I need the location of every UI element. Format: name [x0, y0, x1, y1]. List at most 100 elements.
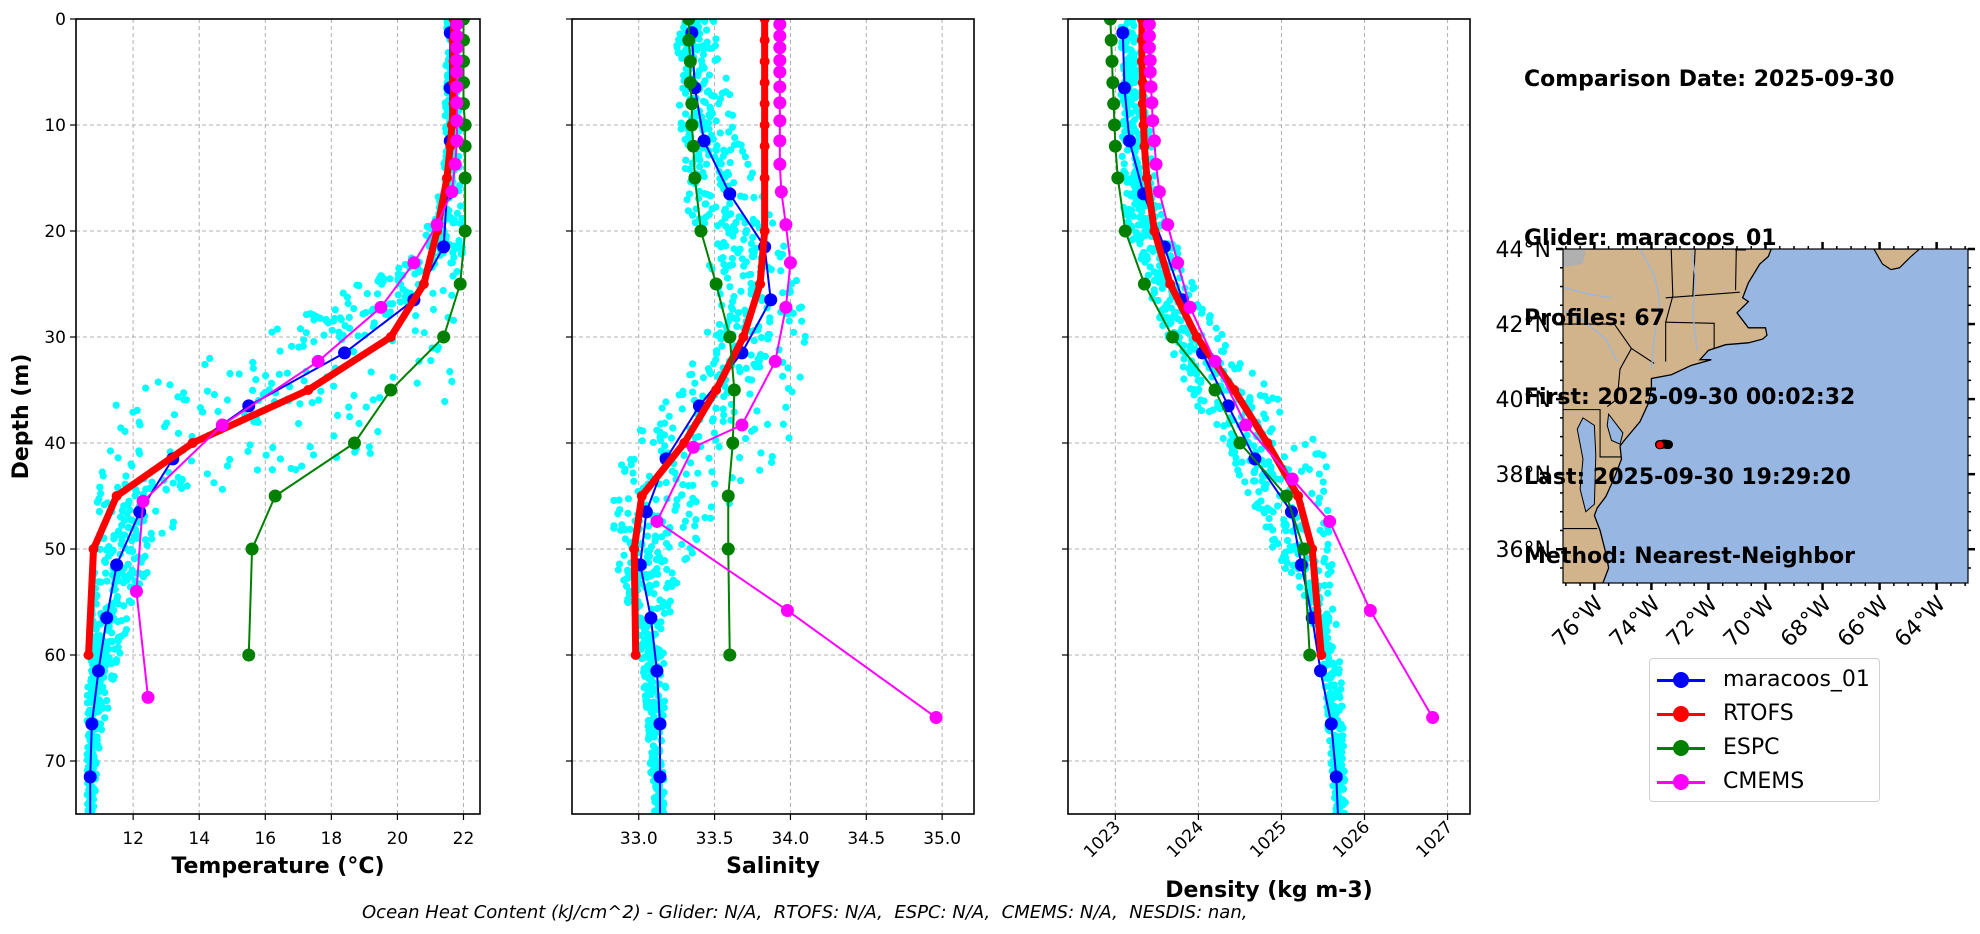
scatter-point	[223, 396, 232, 404]
series-marker	[1142, 29, 1156, 43]
axes-frame	[1067, 18, 1471, 815]
scatter-point	[1232, 454, 1240, 462]
scatter-point	[1131, 200, 1139, 208]
scatter-point	[679, 387, 687, 395]
scatter-point	[128, 566, 136, 574]
scatter-point	[1150, 172, 1158, 180]
scatter-point	[649, 438, 657, 447]
scatter-point	[788, 280, 796, 288]
scatter-point	[1120, 160, 1128, 168]
scatter-point	[367, 368, 375, 376]
x-axis-label: Salinity	[726, 854, 820, 879]
scatter-point	[729, 232, 737, 240]
scatter-point	[1209, 406, 1217, 414]
scatter-point	[736, 477, 745, 485]
series-marker	[723, 187, 737, 201]
scatter-point	[98, 685, 106, 693]
series-cmems	[1142, 19, 1440, 725]
scatter-point	[636, 426, 645, 434]
scatter-point	[679, 84, 687, 92]
scatter-point	[610, 524, 618, 532]
series-marker	[1137, 277, 1151, 291]
land-nova-scotia	[1873, 249, 1921, 271]
scatter-point	[629, 469, 637, 477]
legend-label: RTOFS	[1723, 701, 1794, 726]
series-marker	[1183, 300, 1197, 314]
scatter-point	[252, 375, 260, 384]
scatter-point	[666, 597, 674, 605]
scatter-point	[705, 125, 713, 133]
scatter-point	[322, 316, 330, 325]
scatter-point	[337, 316, 345, 324]
scatter-point	[300, 336, 308, 344]
scatter-point	[174, 429, 183, 437]
series-marker	[374, 300, 388, 314]
scatter-point	[113, 592, 122, 600]
scatter-point	[122, 472, 130, 480]
state-border	[1665, 249, 1674, 362]
series-marker	[773, 65, 787, 79]
scatter-point	[453, 268, 461, 276]
scatter-point	[713, 347, 721, 355]
scatter-point	[735, 453, 744, 462]
series-marker	[755, 279, 766, 289]
scatter-point	[621, 535, 630, 543]
scatter-point	[120, 516, 129, 525]
scatter-point	[716, 329, 725, 337]
scatter-point	[1321, 621, 1329, 629]
scatter-point	[1330, 661, 1338, 670]
scatter-point	[652, 762, 660, 771]
series-marker	[347, 436, 361, 450]
series-marker	[1142, 41, 1156, 55]
series-cmems	[650, 19, 943, 725]
series-marker	[1117, 81, 1131, 95]
scatter-point	[1234, 466, 1242, 474]
scatter-point	[1118, 152, 1126, 161]
scatter-point	[677, 119, 685, 127]
scatter-point	[721, 214, 729, 222]
scatter-point	[104, 704, 112, 712]
legend-item-cmems: CMEMS	[1650, 765, 1879, 798]
scatter-point	[701, 19, 709, 25]
scatter-point	[87, 675, 95, 683]
scatter-point	[449, 316, 458, 324]
scatter-point	[1214, 402, 1222, 410]
scatter-point	[738, 147, 747, 155]
series-marker	[458, 171, 472, 185]
state-border	[1606, 348, 1632, 408]
scatter-point	[420, 329, 428, 337]
scatter-point	[721, 170, 729, 179]
river	[1563, 286, 1612, 299]
scatter-point	[117, 568, 126, 577]
scatter-point	[1305, 465, 1313, 473]
scatter-point	[94, 705, 103, 713]
scatter-point	[705, 367, 713, 375]
scatter-point	[660, 697, 669, 705]
scatter-point	[1246, 394, 1254, 402]
scatter-point	[453, 209, 461, 217]
scatter-point	[654, 622, 662, 630]
series-marker	[1191, 332, 1202, 342]
scatter-point	[1336, 658, 1344, 666]
scatter-point	[1257, 497, 1265, 505]
scatter-point	[1220, 422, 1228, 430]
scatter-point	[1282, 521, 1290, 529]
scatter-point	[1295, 572, 1303, 580]
scatter-point	[1121, 127, 1129, 136]
scatter-point	[644, 630, 652, 638]
state-border	[1563, 409, 1622, 458]
scatter-point	[624, 574, 632, 582]
scatter-point	[614, 566, 622, 574]
series-marker	[245, 542, 259, 556]
scatter-point	[447, 259, 455, 267]
scatter-point	[206, 354, 214, 363]
scatter-point	[741, 193, 749, 201]
first-time: First: 2025-09-30 00:02:32	[1524, 385, 1856, 410]
series-marker	[726, 436, 740, 450]
scatter-point	[699, 392, 707, 400]
series-marker	[682, 19, 696, 26]
scatter-point	[112, 656, 121, 664]
scatter-point	[396, 298, 405, 306]
scatter-point	[273, 325, 281, 333]
scatter-point	[644, 722, 652, 730]
